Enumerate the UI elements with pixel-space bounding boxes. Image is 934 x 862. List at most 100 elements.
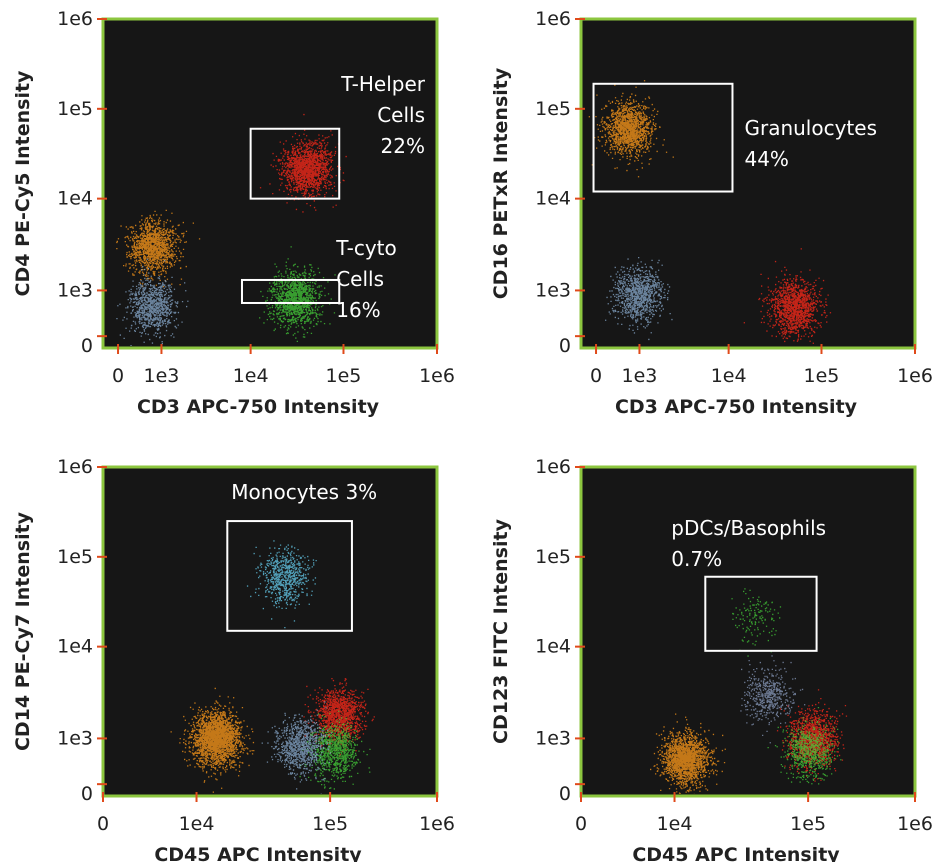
y-tick-label: 0 [81,335,93,357]
population-4 [767,707,842,785]
gate-label: Granulocytes 44% [744,116,877,171]
y-tick-label: 1e3 [57,727,93,749]
y-tick-label: 0 [559,335,571,357]
y-tick-label: 1e5 [57,546,93,568]
y-axis-label: CD16 PETxR Intensity [490,67,512,299]
population-dots [170,687,255,793]
y-tick-label: 1e5 [535,98,571,120]
y-tick-label: 1e5 [57,98,93,120]
population-5 [740,655,806,744]
population-1 [259,113,347,213]
population-4 [299,710,371,790]
gate-label: T-Helper Cells 22% [340,72,425,158]
y-tick-label: 1e4 [535,636,571,658]
y-tick-label: 1e3 [57,279,93,301]
y-tick-label: 1e4 [57,636,93,658]
population-2 [650,713,726,794]
x-axis-label: CD45 APC Intensity [632,844,840,862]
y-tick-label: 1e3 [535,727,571,749]
gate-label: T-cyto Cells 16% [335,236,397,322]
y-tick-label: 0 [559,783,571,805]
x-tick-label: 1e5 [326,365,362,387]
x-tick-label: 0 [590,365,602,387]
x-tick-label: 1e4 [179,813,215,835]
x-tick-label: 1e3 [144,365,180,387]
x-axis-label: CD3 APC-750 Intensity [615,396,858,418]
population-dots [246,540,317,629]
gate-box [592,82,734,193]
y-axis-label: CD4 PE-Cy5 Intensity [12,70,34,296]
scatter-panel-3: Monocytes 3% 0 1e3 1e4 1e5 1e6 0 1e4 1e5 1e6 CD45 … [12,456,455,862]
x-tick-label: 0 [97,813,109,835]
y-tick-label: 1e4 [57,188,93,210]
gate-label-line: 44% [744,147,788,171]
x-tick-label: 1e6 [897,813,933,835]
gate-label-line: T-cyto [335,236,397,260]
event-points [116,113,347,346]
population-dots [740,655,806,744]
gate-label-line: 22% [381,134,425,158]
scatter-panel-1: T-Helper Cells 22% T-cyto Cells 16% 0 1e3 1e4 1e5… [12,8,455,418]
x-tick-label: 1e4 [657,813,693,835]
event-points [170,540,375,794]
gate-label-line: 0.7% [671,547,722,571]
gate-label-line: Cells [336,267,384,291]
gate-label: pDCs/Basophils 0.7% [671,516,826,571]
x-tick-label: 1e6 [419,365,455,387]
population-3 [605,257,673,341]
y-tick-label: 1e6 [57,8,93,30]
gate-box [704,575,818,652]
population-dots [299,710,371,790]
y-tick-label: 0 [81,783,93,805]
population-dots [767,707,842,785]
gate-label-line: Granulocytes [744,116,877,140]
y-axis-label: CD123 FITC Intensity [490,518,512,744]
scatter-panel-4: pDCs/Basophils 0.7% 0 1e3 1e4 1e5 1e6 0 1e4 1e5 1e… [490,456,933,862]
x-tick-label: 1e6 [419,813,455,835]
x-tick-label: 1e4 [233,365,269,387]
gate-label-line: Monocytes 3% [231,480,377,504]
x-tick-label: 0 [575,813,587,835]
gate-label: Monocytes 3% [231,480,377,504]
population-dots [605,257,673,341]
population-2 [259,246,336,342]
y-tick-label: 1e6 [57,456,93,478]
population-2 [170,687,255,793]
population-dots [259,246,336,342]
x-tick-label: 1e5 [790,813,826,835]
x-tick-label: 1e5 [312,813,348,835]
x-tick-label: 1e6 [897,365,933,387]
gate-label-line: 16% [336,298,380,322]
population-1 [246,540,317,629]
population-dots [731,588,782,657]
population-dots [588,80,674,178]
population-5 [261,701,332,794]
population-1 [731,588,782,657]
gate-label-line: T-Helper [340,72,425,96]
y-tick-label: 1e5 [535,546,571,568]
gate-box [226,520,353,632]
population-4 [116,258,189,346]
population-3 [116,209,201,288]
x-axis-label: CD3 APC-750 Intensity [137,396,380,418]
population-3 [776,689,848,782]
gate-box [240,278,341,304]
scatter-panel-2: Granulocytes 44% 0 1e3 1e4 1e5 1e6 0 1e3 1e4 1e5 1e… [490,8,933,418]
population-2 [743,248,832,344]
gate-box [249,127,341,200]
x-tick-label: 1e3 [622,365,658,387]
y-axis-label: CD14 PE-Cy7 Intensity [12,511,34,751]
gate-label-line: pDCs/Basophils [671,516,826,540]
population-dots [261,701,332,794]
plot-area [579,465,917,798]
event-points [588,80,832,344]
population-dots [743,248,832,344]
y-tick-label: 1e6 [535,456,571,478]
population-dots [776,689,848,782]
population-dots [116,258,189,346]
x-tick-label: 1e5 [804,365,840,387]
y-tick-label: 1e6 [535,8,571,30]
plot-area [579,17,917,350]
population-1 [588,80,674,178]
